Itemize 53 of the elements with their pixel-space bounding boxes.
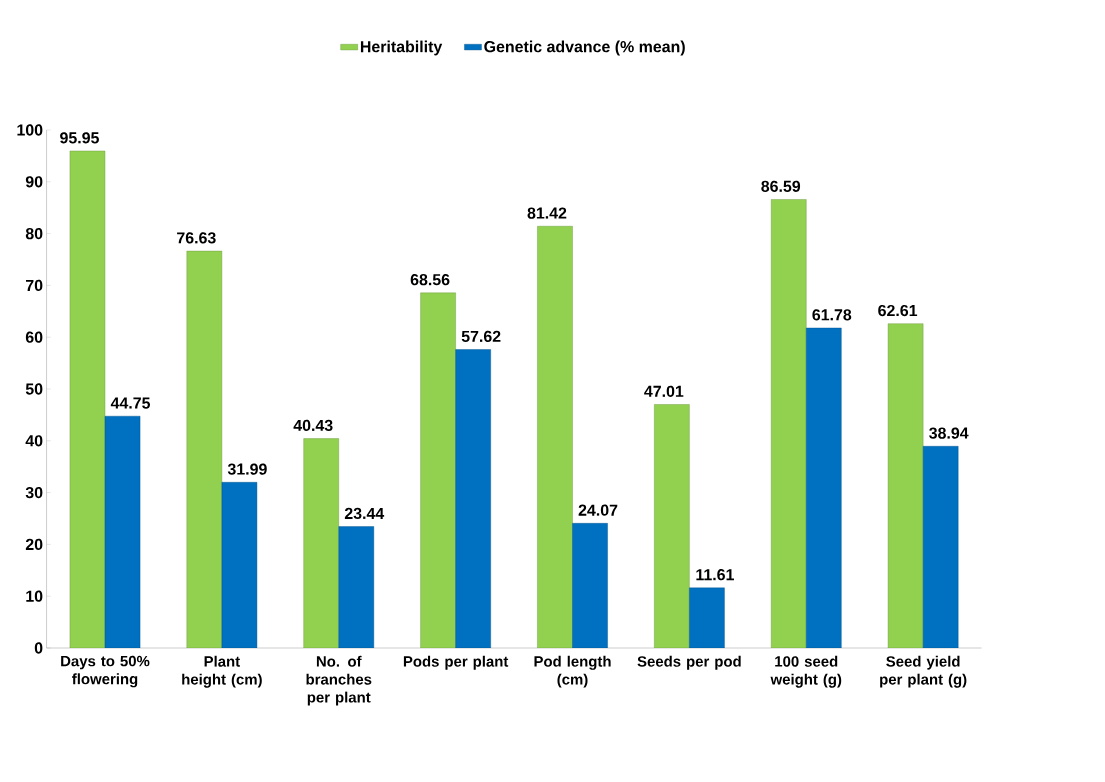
y-tick-label: 0 — [34, 642, 43, 654]
bar — [537, 226, 573, 648]
bar — [338, 526, 375, 648]
data-label: 11.61 — [696, 569, 734, 581]
bar — [689, 587, 725, 648]
bar — [303, 438, 339, 648]
data-label: 57.62 — [461, 330, 501, 343]
y-tick-label: 80 — [25, 227, 43, 240]
data-label: 24.07 — [578, 504, 618, 516]
y-tick-label: 20 — [25, 538, 43, 551]
y-tick-label: 40 — [25, 435, 43, 447]
bar — [186, 250, 223, 648]
bar — [806, 327, 842, 648]
x-tick-label: 100 seed weight (g) — [770, 655, 842, 688]
y-tick-label: 10 — [26, 590, 43, 602]
y-tick-label: 70 — [26, 279, 43, 292]
y-tick-label: 50 — [25, 383, 43, 395]
bar — [887, 323, 924, 648]
x-tick-label: Seeds per pod — [637, 655, 741, 670]
data-label: 86.59 — [761, 180, 801, 192]
bar — [69, 150, 106, 648]
x-tick-label: Days to 50% flowering — [61, 655, 150, 688]
y-tick-label: 90 — [25, 176, 43, 188]
data-label: 62.61 — [878, 304, 918, 317]
data-label: 61.78 — [812, 309, 852, 321]
y-tick-label: 60 — [25, 331, 43, 343]
y-tick-label: 30 — [25, 486, 43, 499]
x-tick-label: Seed yield per plant (g) — [880, 655, 967, 688]
bar — [770, 199, 807, 648]
bar — [922, 446, 959, 648]
data-label: 68.56 — [410, 274, 450, 286]
bar — [455, 349, 491, 648]
bar — [420, 292, 456, 648]
x-tick-label: No. of branches per plant — [306, 655, 372, 706]
data-label: 44.75 — [110, 397, 151, 409]
data-label: 23.44 — [344, 507, 385, 520]
legend-label: Heritability — [360, 40, 443, 56]
x-tick-label: Pod length (cm) — [534, 655, 611, 688]
data-label: 38.94 — [929, 427, 969, 439]
data-label: 47.01 — [644, 385, 684, 397]
data-label: 40.43 — [293, 419, 333, 432]
data-label: 76.63 — [177, 232, 216, 244]
x-tick-label: Plant height (cm) — [182, 655, 262, 688]
data-label: 95.95 — [60, 132, 99, 144]
bar — [654, 404, 690, 648]
y-tick-label: 100 — [17, 124, 43, 136]
data-label: 31.99 — [227, 463, 267, 475]
legend-label: Genetic advance (% mean) — [484, 40, 685, 56]
data-label: 81.42 — [527, 207, 567, 219]
bar — [572, 523, 608, 648]
bar — [104, 415, 141, 648]
x-tick-label: Pods per plant — [403, 655, 509, 670]
bar — [221, 482, 258, 648]
